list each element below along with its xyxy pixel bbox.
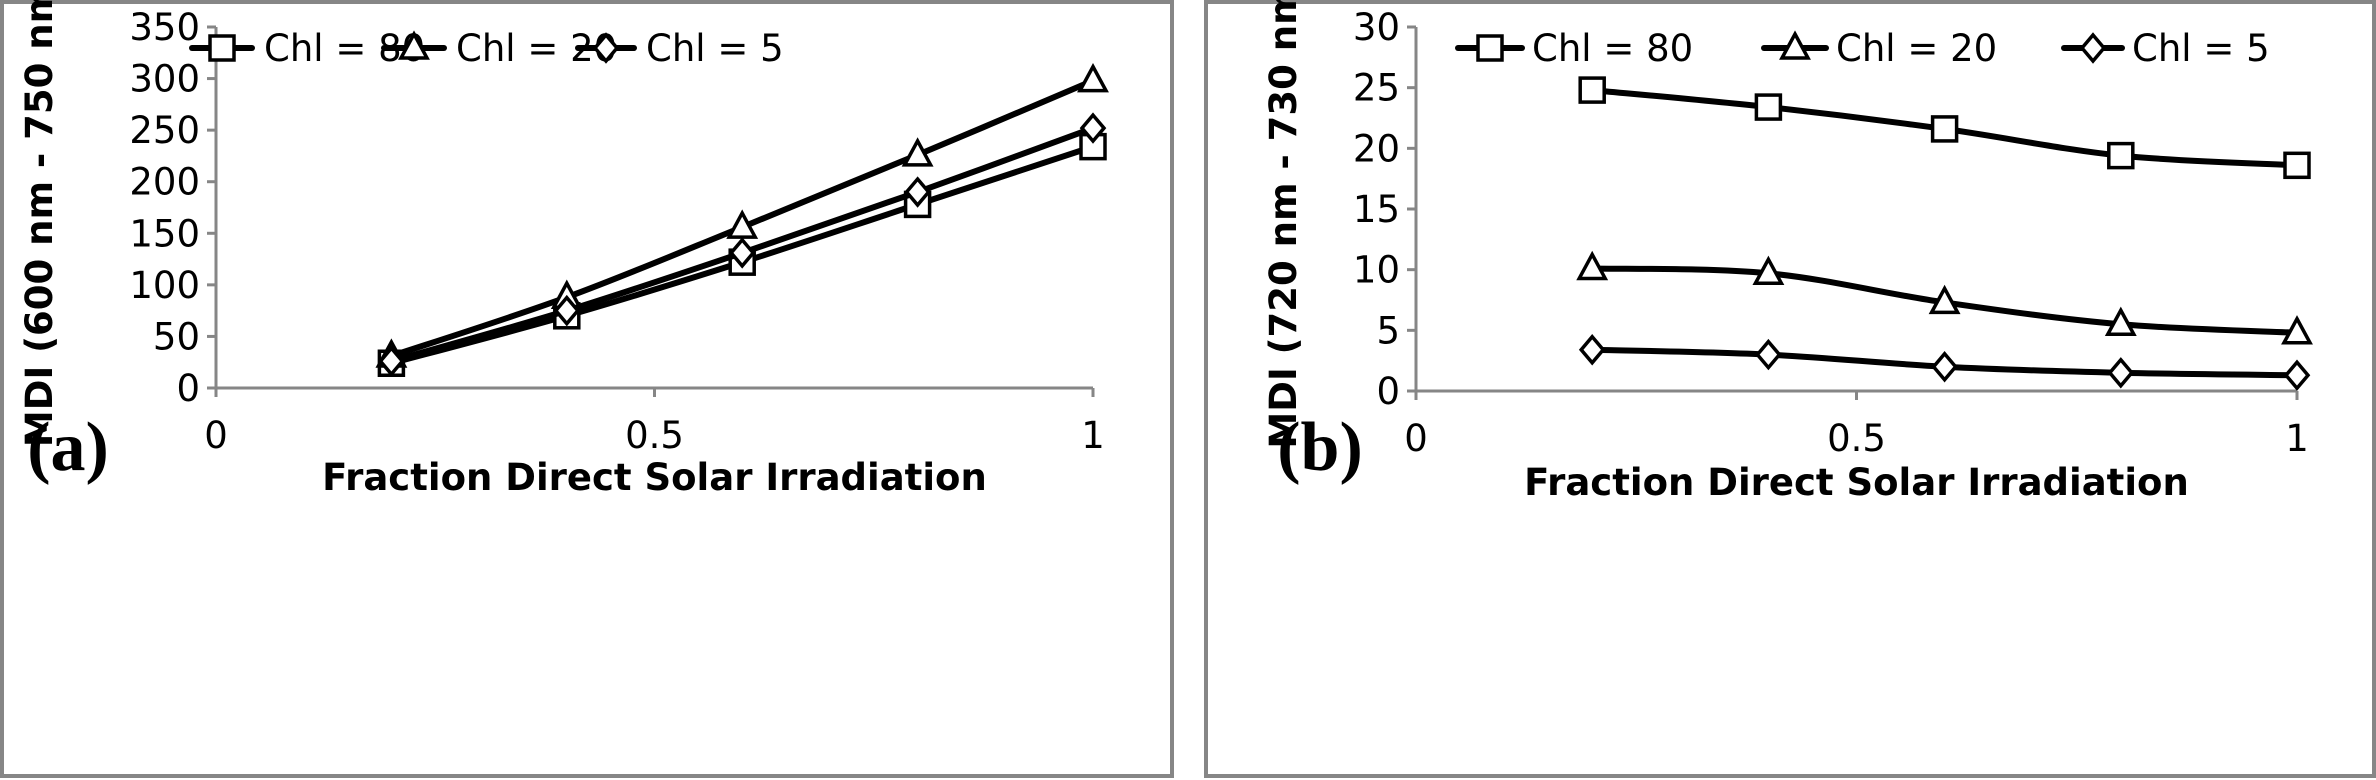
y-tick-label: 50 (153, 315, 200, 358)
data-point (1752, 255, 1785, 286)
data-point (1077, 62, 1109, 93)
chart-frame (1204, 0, 2376, 778)
data-point (2107, 141, 2135, 170)
x-tick-label: 0 (1404, 417, 1428, 460)
series-chl-5 (1578, 334, 2311, 391)
data-point (901, 137, 934, 167)
data-point (1928, 284, 1961, 315)
x-tick-label: 0.5 (625, 414, 684, 457)
legend-item-chl-5: Chl = 5 (575, 27, 784, 70)
x-tick-label: 0.5 (1827, 417, 1886, 460)
y-tick-label: 150 (129, 212, 200, 255)
panel-label: (a) (27, 409, 109, 486)
legend-item-chl-20: Chl = 20 (1761, 27, 1997, 70)
x-tick-label: 1 (1081, 414, 1105, 457)
data-point (2104, 306, 2137, 337)
data-point (904, 176, 931, 208)
legend-marker (592, 32, 620, 64)
series-chl-5 (378, 112, 1107, 377)
legend-marker (1779, 30, 1811, 60)
data-point (1930, 115, 1959, 143)
legend-item-chl-5: Chl = 5 (2061, 27, 2270, 70)
y-axis-title: MDI (600 nm - 750 nm) (18, 0, 61, 447)
y-tick-label: 300 (129, 58, 200, 101)
chart-panel-a: 0 50 100 150 200 250 300 350 0 0.5 1 MDI (600 nm - … (0, 0, 1174, 778)
y-tick-label: 0 (1376, 370, 1400, 413)
data-point (1755, 338, 1782, 371)
data-point (378, 345, 405, 377)
y-tick-label: 25 (1353, 67, 1400, 110)
legend-label: Chl = 5 (646, 27, 784, 70)
chart-panel-b: 0 5 10 15 20 25 30 0 0.5 1 MDI (720 nm - 730 nm) Fr… (1204, 0, 2376, 778)
data-point (1754, 93, 1783, 121)
data-point (1578, 334, 1606, 366)
data-point (1931, 351, 1958, 383)
y-tick-label: 350 (129, 6, 200, 49)
legend-label: Chl = 20 (1836, 27, 1997, 70)
y-tick-label: 5 (1376, 309, 1400, 352)
data-point (726, 209, 759, 239)
data-point (553, 294, 581, 327)
x-axis-title: Fraction Direct Solar Irradiation (1524, 461, 2189, 504)
data-point (728, 237, 756, 269)
legend-marker (398, 30, 430, 60)
data-point (1576, 250, 1609, 281)
panel-label: (b) (1277, 409, 1363, 486)
legend-label: Chl = 80 (1532, 27, 1693, 70)
y-tick-label: 0 (176, 367, 200, 410)
x-axis-title: Fraction Direct Solar Irradiation (322, 456, 987, 499)
data-point (1079, 112, 1107, 144)
panel-letter: b (1301, 409, 1340, 486)
y-tick-label: 15 (1353, 188, 1400, 231)
y-axis-title: MDI (720 nm - 730 nm) (1262, 0, 1305, 449)
legend-label: Chl = 5 (2132, 27, 2270, 70)
data-point (2281, 315, 2313, 345)
data-point (2107, 357, 2135, 389)
legend-marker (2079, 32, 2107, 64)
y-tick-label: 250 (129, 109, 200, 152)
legend-item-chl-80: Chl = 80 (1455, 27, 1693, 70)
legend-marker (208, 34, 236, 62)
x-tick-label: 1 (2285, 417, 2309, 460)
data-point (2283, 151, 2311, 180)
legend-marker (1476, 34, 1504, 62)
panel-letter: a (51, 409, 86, 486)
y-tick-label: 10 (1353, 249, 1400, 292)
y-tick-label: 100 (129, 264, 200, 307)
x-tick-label: 0 (204, 414, 228, 457)
y-tick-label: 30 (1353, 6, 1400, 49)
data-point (1578, 76, 1606, 104)
y-tick-label: 20 (1353, 127, 1400, 170)
series-chl-20 (1576, 250, 2313, 345)
data-point (2283, 359, 2311, 391)
y-tick-label: 200 (129, 161, 200, 204)
series-chl-80 (1578, 76, 2311, 180)
